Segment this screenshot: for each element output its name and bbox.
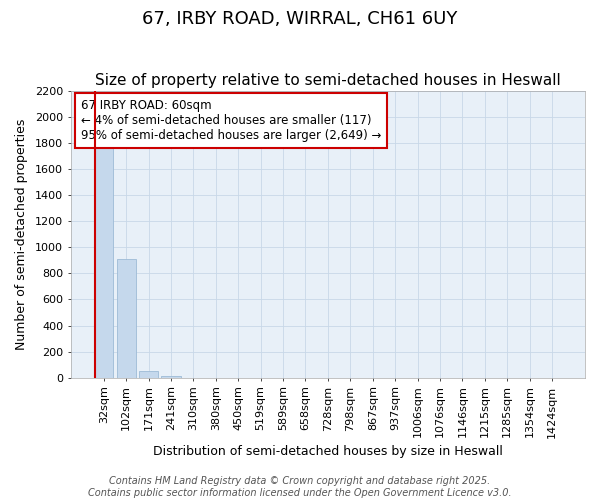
Y-axis label: Number of semi-detached properties: Number of semi-detached properties [15,118,28,350]
Text: 67, IRBY ROAD, WIRRAL, CH61 6UY: 67, IRBY ROAD, WIRRAL, CH61 6UY [142,10,458,28]
Bar [116,259,136,378]
X-axis label: Distribution of semi-detached houses by size in Heswall: Distribution of semi-detached houses by … [153,444,503,458]
Text: Contains HM Land Registry data © Crown copyright and database right 2025.
Contai: Contains HM Land Registry data © Crown c… [88,476,512,498]
Bar [161,376,181,378]
Bar [94,139,113,378]
Bar [139,372,158,378]
Text: 67 IRBY ROAD: 60sqm
← 4% of semi-detached houses are smaller (117)
95% of semi-d: 67 IRBY ROAD: 60sqm ← 4% of semi-detache… [81,99,382,142]
Title: Size of property relative to semi-detached houses in Heswall: Size of property relative to semi-detach… [95,73,561,88]
